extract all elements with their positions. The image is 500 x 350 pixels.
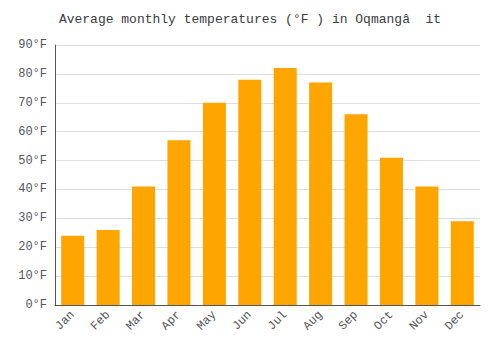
svg-text:Oct: Oct [371, 308, 396, 333]
svg-text:Apr: Apr [159, 308, 184, 333]
svg-text:50°F: 50°F [18, 154, 47, 168]
svg-text:Average monthly temperatures (: Average monthly temperatures (°F ) in Oq… [59, 12, 441, 27]
svg-text:40°F: 40°F [18, 182, 47, 196]
svg-text:30°F: 30°F [18, 211, 47, 225]
svg-text:Dec: Dec [442, 308, 467, 333]
svg-text:70°F: 70°F [18, 96, 47, 110]
svg-text:Jan: Jan [53, 308, 78, 333]
svg-text:Jul: Jul [265, 308, 290, 333]
svg-text:Sep: Sep [336, 308, 361, 333]
svg-text:Mar: Mar [123, 308, 148, 333]
svg-text:80°F: 80°F [18, 67, 47, 81]
svg-text:Aug: Aug [300, 308, 325, 333]
svg-text:Jun: Jun [230, 308, 255, 333]
svg-text:Feb: Feb [88, 308, 113, 333]
svg-text:May: May [194, 308, 219, 333]
svg-text:Nov: Nov [407, 308, 432, 333]
svg-text:20°F: 20°F [18, 240, 47, 254]
svg-text:90°F: 90°F [18, 38, 47, 52]
svg-text:10°F: 10°F [18, 269, 47, 283]
svg-text:0°F: 0°F [25, 298, 47, 312]
svg-text:60°F: 60°F [18, 125, 47, 139]
